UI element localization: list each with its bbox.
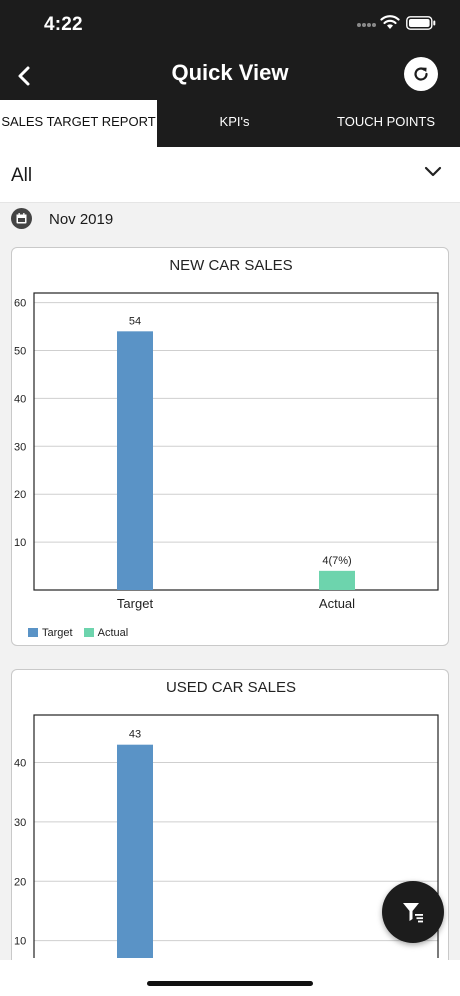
chart-title: NEW CAR SALES [169,257,293,274]
home-indicator[interactable] [147,981,313,986]
legend-item-target: Target [28,627,73,639]
filter-selected-value: All [11,165,33,186]
filter-icon [403,903,423,923]
status-bar: 4:22 [0,0,460,50]
tab-touch-points[interactable]: TOUCH POINTS [337,114,435,129]
calendar-icon [11,208,32,229]
tab-kpis[interactable]: KPI's [219,114,250,129]
battery-icon [406,16,436,30]
header: Quick View [0,50,460,100]
legend-label-actual: Actual [97,627,129,639]
tab-bar: SALES TARGET REPORT KPI's TOUCH POINTS [0,100,460,147]
period-label: Nov 2019 [49,211,114,228]
legend-swatch-actual [83,628,94,637]
legend-swatch-target [28,628,38,637]
refresh-button[interactable] [404,57,438,91]
back-button[interactable] [8,58,44,92]
used-car-sales-card: USED CAR SALES [11,669,449,969]
refresh-icon [414,67,428,81]
chart-title: USED CAR SALES [165,679,297,696]
bottom-safe-area [0,960,460,996]
page-title: Quick View [171,60,289,85]
filter-dropdown[interactable]: All [0,147,460,203]
chevron-down-icon[interactable] [424,166,442,178]
back-chevron-icon [18,66,30,86]
filter-fab-button[interactable] [382,881,444,943]
new-car-sales-card: NEW CAR SALES [11,247,449,646]
status-time: 4:22 [44,14,83,35]
wifi-icon [380,15,400,29]
legend-item-actual: Actual [83,627,129,639]
chart-legend: Target Actual [28,627,136,639]
signal-icon [357,23,376,27]
legend-label-target: Target [42,627,73,639]
tab-sales-target-report[interactable]: SALES TARGET REPORT [0,100,157,147]
